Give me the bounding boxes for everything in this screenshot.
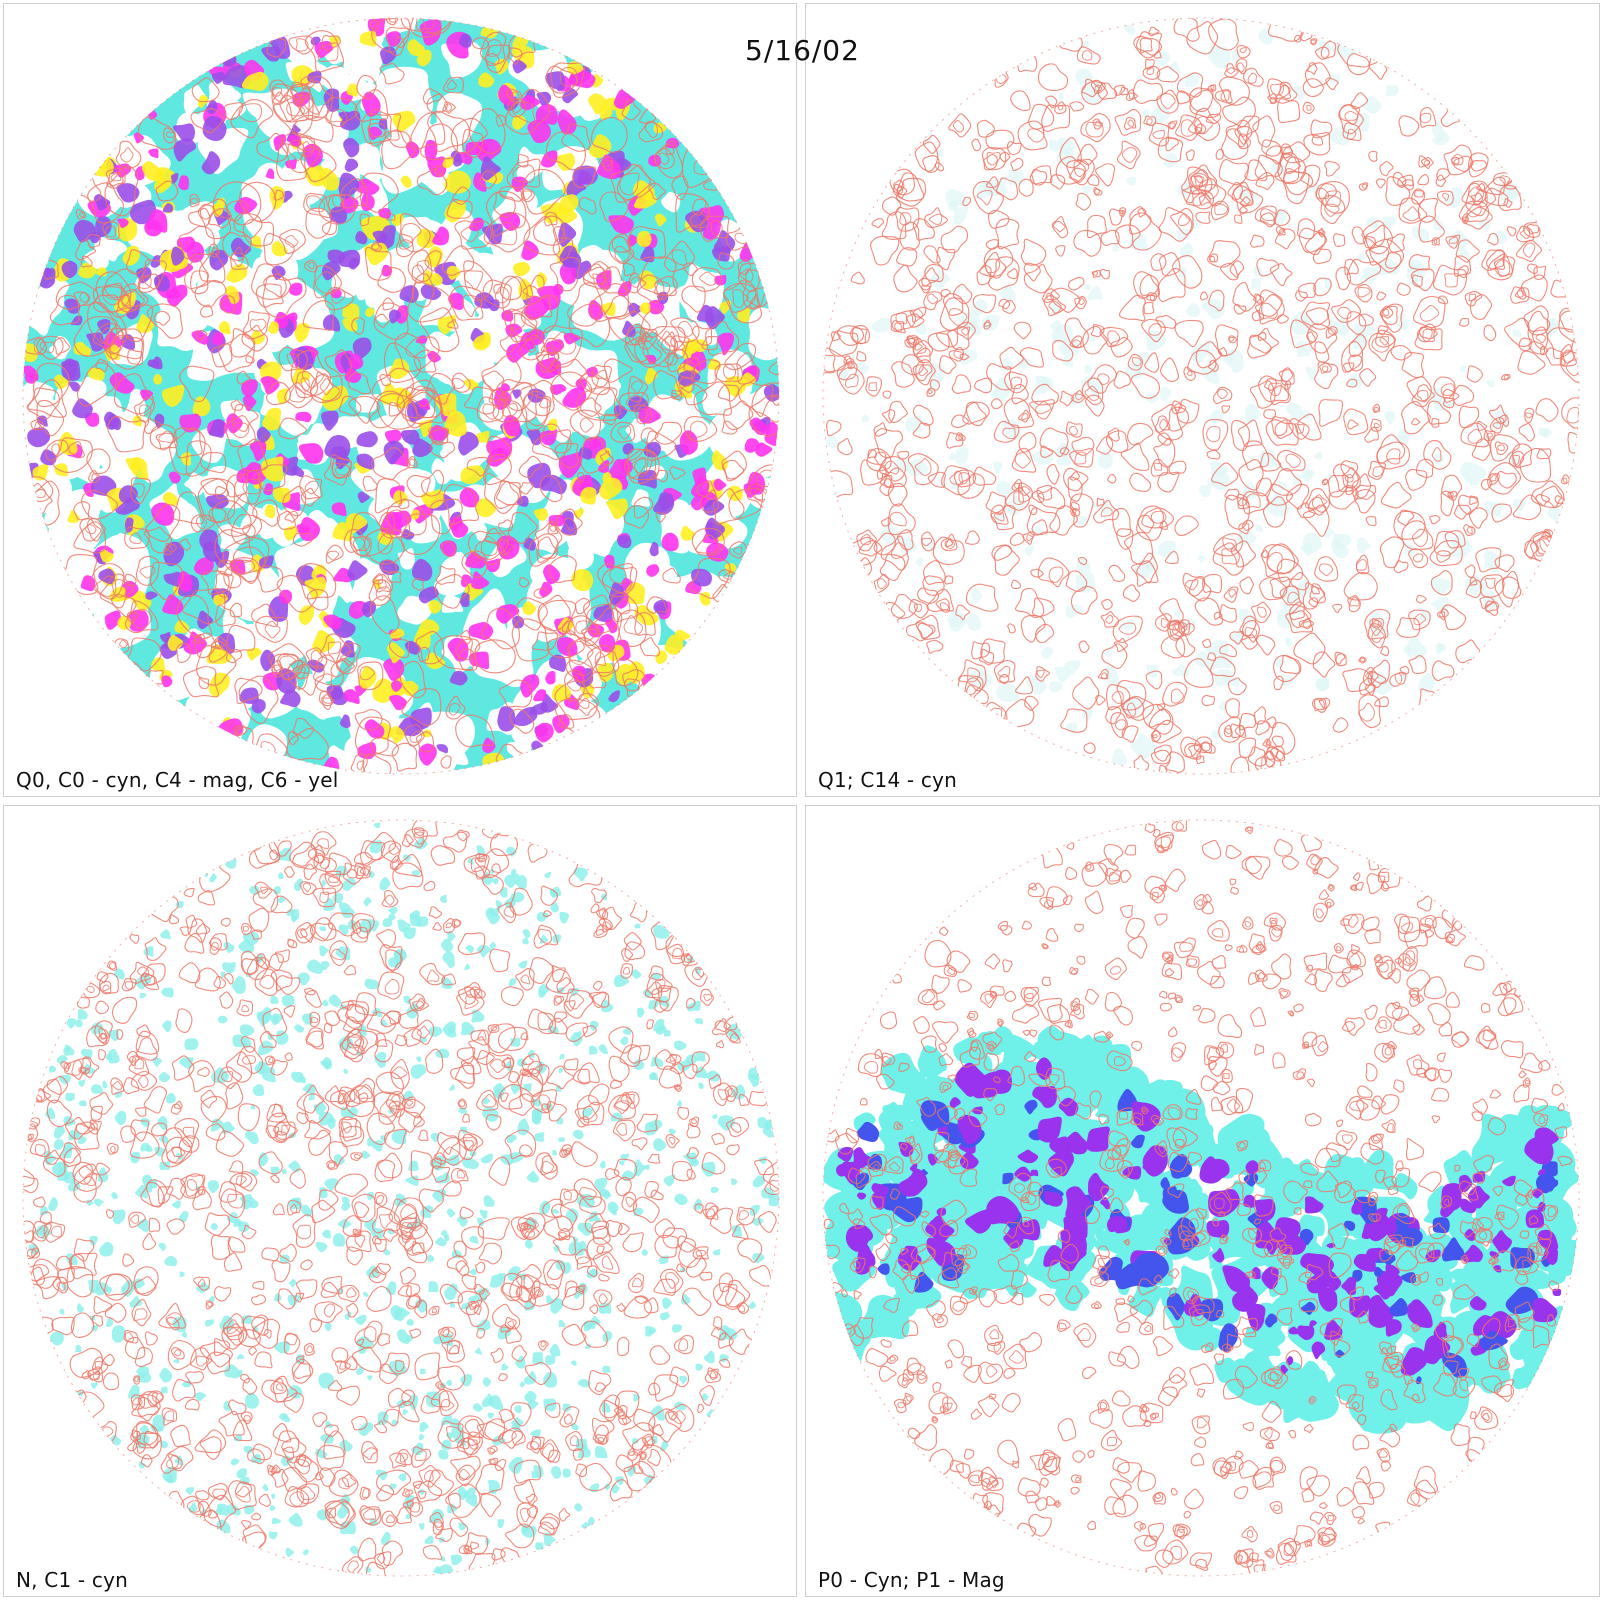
solar-disk-map-p xyxy=(822,819,1580,1577)
panel-caption-n: N, C1 - cyn xyxy=(16,1568,129,1592)
panel-caption-p: P0 - Cyn; P1 - Mag xyxy=(818,1568,1005,1592)
solar-disk-panel-q1: Q1; C14 - cyn xyxy=(805,3,1600,797)
solar-disk-panel-n: N, C1 - cyn xyxy=(3,805,797,1597)
solar-disk-panel-p: P0 - Cyn; P1 - Mag xyxy=(805,805,1600,1597)
date-label: 5/16/02 xyxy=(745,34,860,67)
solar-disk-panel-q0: Q0, C0 - cyn, C4 - mag, C6 - yel xyxy=(3,3,797,797)
solar-disk-map-q1 xyxy=(822,17,1580,775)
solar-disk-map-q0 xyxy=(22,17,780,775)
solar-disk-map-n xyxy=(22,819,780,1577)
panel-caption-q0: Q0, C0 - cyn, C4 - mag, C6 - yel xyxy=(16,768,339,792)
panel-caption-q1: Q1; C14 - cyn xyxy=(818,768,958,792)
